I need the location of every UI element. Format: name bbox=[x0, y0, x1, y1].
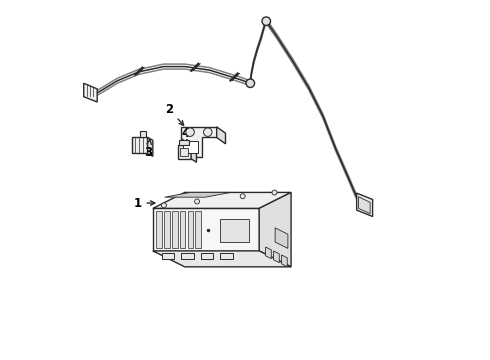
Circle shape bbox=[203, 128, 212, 136]
Circle shape bbox=[161, 203, 167, 208]
Polygon shape bbox=[266, 247, 271, 259]
Circle shape bbox=[195, 199, 199, 204]
Polygon shape bbox=[275, 228, 288, 248]
Polygon shape bbox=[180, 211, 185, 248]
Polygon shape bbox=[178, 145, 191, 159]
Polygon shape bbox=[183, 141, 198, 153]
Circle shape bbox=[246, 79, 255, 87]
Polygon shape bbox=[217, 127, 225, 144]
Circle shape bbox=[240, 194, 245, 199]
Polygon shape bbox=[180, 148, 188, 156]
Polygon shape bbox=[181, 127, 217, 157]
Polygon shape bbox=[220, 219, 248, 242]
Polygon shape bbox=[201, 253, 213, 259]
Polygon shape bbox=[220, 253, 233, 259]
Polygon shape bbox=[140, 131, 146, 138]
Polygon shape bbox=[181, 253, 194, 259]
Circle shape bbox=[188, 144, 196, 152]
Circle shape bbox=[186, 128, 195, 136]
Polygon shape bbox=[358, 197, 370, 214]
Text: 2: 2 bbox=[165, 103, 184, 125]
Text: 3: 3 bbox=[144, 140, 152, 159]
Polygon shape bbox=[172, 211, 178, 248]
Polygon shape bbox=[196, 211, 201, 248]
Polygon shape bbox=[132, 138, 147, 153]
Polygon shape bbox=[282, 255, 287, 267]
Text: 1: 1 bbox=[133, 197, 155, 210]
Polygon shape bbox=[165, 192, 231, 197]
Polygon shape bbox=[188, 211, 193, 248]
Circle shape bbox=[262, 17, 270, 26]
Polygon shape bbox=[153, 251, 291, 267]
Polygon shape bbox=[162, 253, 174, 259]
Text: 4: 4 bbox=[181, 127, 190, 144]
Polygon shape bbox=[179, 140, 189, 145]
Polygon shape bbox=[84, 83, 97, 102]
Polygon shape bbox=[164, 211, 170, 248]
Polygon shape bbox=[156, 211, 162, 248]
Polygon shape bbox=[273, 251, 279, 263]
Polygon shape bbox=[191, 145, 196, 162]
Circle shape bbox=[272, 190, 277, 195]
Polygon shape bbox=[357, 193, 372, 216]
Polygon shape bbox=[153, 208, 259, 251]
Polygon shape bbox=[153, 192, 291, 208]
Polygon shape bbox=[259, 192, 291, 267]
Polygon shape bbox=[147, 138, 153, 156]
